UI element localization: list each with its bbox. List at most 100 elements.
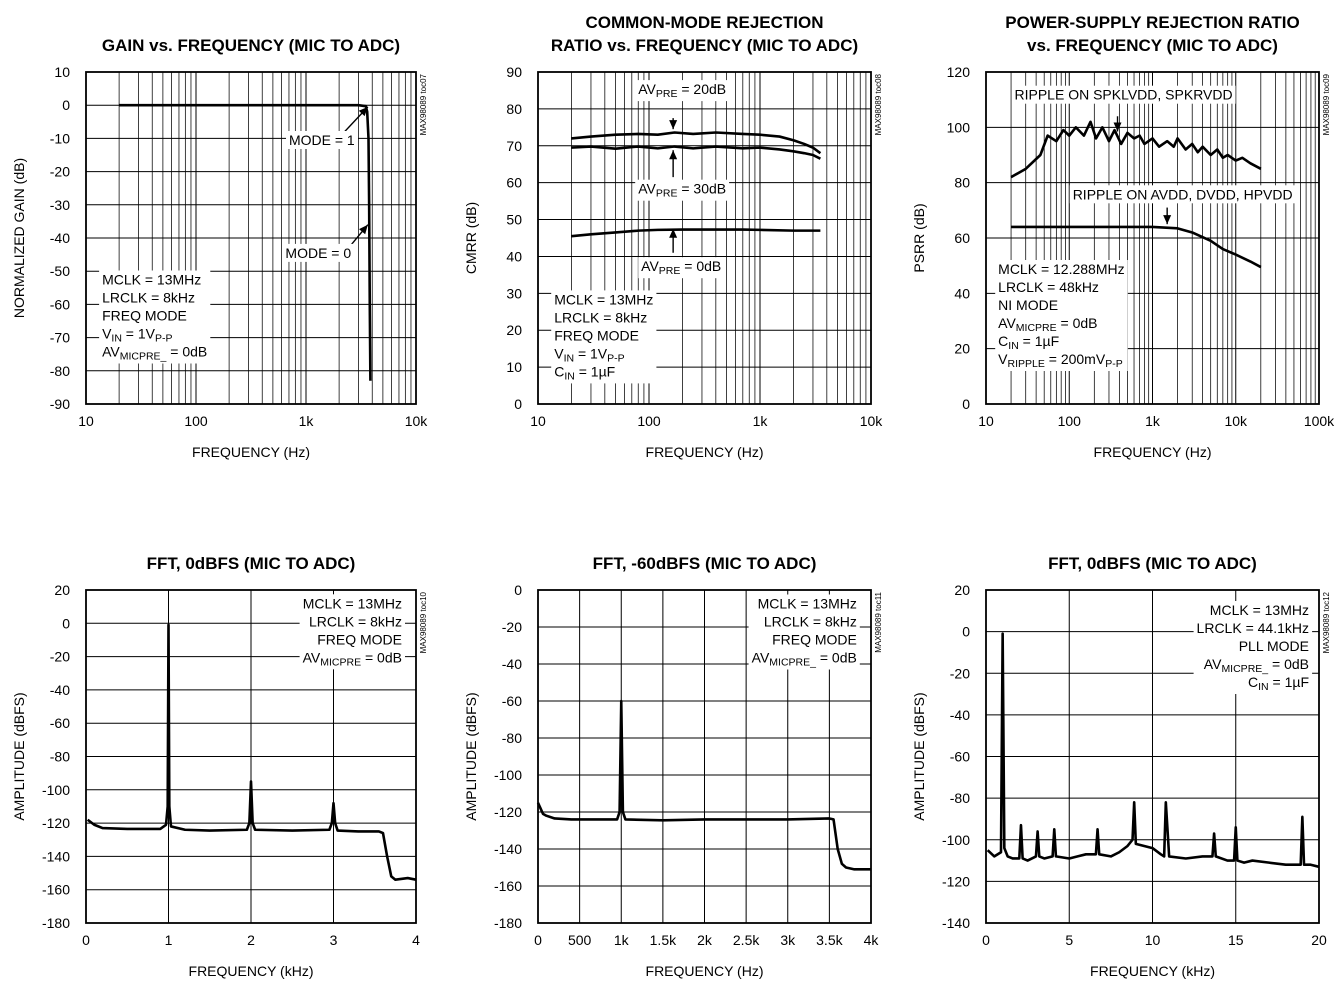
y-tick-label: 0 [962,396,970,412]
y-tick-label: -40 [950,707,970,723]
annotation-text: LRCLK = 44.1kHz [1197,620,1309,636]
plot-frame [85,589,417,924]
y-tick-label: -40 [50,230,70,246]
figure-code: MAX98089 toc07 [419,73,428,135]
x-tick-label: 10 [530,413,546,429]
plot-frame [985,589,1320,924]
annotation-text: AVMICPRE_ = 0dB [102,343,207,362]
y-tick-label: -80 [50,749,70,765]
x-axis-label: FREQUENCY (Hz) [192,444,310,460]
annotation-text: LRCLK = 8kHz [102,289,195,305]
y-tick-label: 20 [506,322,522,338]
x-tick-label: 3 [330,932,338,948]
plot-frame [985,71,1320,405]
annotation-text: CIN = 1µF [554,363,615,382]
y-tick-label: -160 [494,878,522,894]
figure-code: MAX98089 toc12 [1322,591,1331,653]
y-tick-label: 0 [962,624,970,640]
y-tick-label: -10 [50,130,70,146]
y-tick-label: -80 [502,730,522,746]
annotation: MODE = 0 [282,243,355,262]
x-tick-label: 1k [614,932,630,948]
x-tick-label: 2k [697,932,713,948]
x-tick-label: 1.5k [650,932,677,948]
y-tick-label: -80 [50,363,70,379]
annotation-text: MODE = 1 [289,132,355,148]
annotation: MCLK = 13MHz LRCLK = 8kHz FREQ MODE VIN = 1… [99,270,211,364]
x-tick-label: 4 [412,932,420,948]
annotation-arrow [1113,116,1122,132]
series-line [86,623,417,882]
annotation-text: RIPPLE ON SPKLVDD, SPKRVDD [1015,87,1233,103]
chart-title: FFT, 0dBFS (MIC TO ADC) [147,554,356,573]
x-tick-label: 1k [1145,413,1161,429]
x-tick-label: 3k [780,932,796,948]
x-tick-label: 100k [1304,413,1335,429]
annotation-text: MCLK = 13MHz [1210,602,1309,618]
annotation-text: AVMICPRE_ = 0dB [1204,656,1309,675]
chart-title: FFT, 0dBFS (MIC TO ADC) [1048,554,1257,573]
y-tick-label: 20 [954,582,970,598]
x-tick-label: 15 [1228,932,1244,948]
annotation-text: AVMICPRE_ = 0dB [752,650,857,669]
y-tick-label: 10 [506,359,522,375]
annotation-text: FREQ MODE [772,632,857,648]
annotation-text: MCLK = 12.288MHz [998,261,1124,277]
annotation: MCLK = 13MHz LRCLK = 8kHz FREQ MODE AVMICPR… [748,594,860,670]
annotation-text: LRCLK = 8kHz [309,613,402,629]
y-tick-label: 120 [947,64,971,80]
x-tick-label: 10 [78,413,94,429]
annotation-text: AVMICPRE = 0dB [303,649,402,668]
annotation-text: FREQ MODE [317,631,402,647]
annotation: RIPPLE ON AVDD, DVDD, HPVDD [1069,185,1296,204]
y-tick-label: -60 [502,693,522,709]
annotation-text: MCLK = 13MHz [758,596,857,612]
chart-title: vs. FREQUENCY (MIC TO ADC) [1027,36,1278,55]
x-tick-label: 10k [1224,413,1248,429]
y-tick-label: 60 [506,175,522,191]
chart-title: COMMON-MODE REJECTION [586,13,824,32]
series-line [536,699,871,871]
chart-title: GAIN vs. FREQUENCY (MIC TO ADC) [102,36,400,55]
x-tick-label: 10k [405,413,429,429]
y-tick-label: -180 [42,915,70,931]
y-tick-label: -20 [502,619,522,635]
annotation-text: CIN = 1µF [998,333,1059,352]
x-tick-label: 0 [982,932,990,948]
y-tick-label: -20 [50,164,70,180]
chart-toc12: 0 5 10 15 20 20 0 -20 -40 -60 -80 -100 -120 -140 FREQU… [911,554,1331,979]
y-tick-label: -180 [494,915,522,931]
x-tick-label: 20 [1311,932,1327,948]
x-tick-label: 4k [864,932,880,948]
annotation-text: LRCLK = 48kHz [998,279,1099,295]
y-tick-label: -60 [50,715,70,731]
annotation-text: MCLK = 13MHz [554,291,653,307]
x-tick-label: 100 [637,413,661,429]
x-tick-label: 10k [860,413,884,429]
y-tick-label: 0 [62,615,70,631]
x-axis-label: FREQUENCY (Hz) [646,963,764,979]
y-tick-label: 0 [514,582,522,598]
figure-code: MAX98089 toc08 [874,73,883,135]
y-tick-label: -70 [50,330,70,346]
annotation: MCLK = 13MHz LRCLK = 44.1kHz PLL MODE AVMIC… [1193,601,1313,694]
y-tick-label: -20 [950,665,970,681]
y-tick-label: 80 [954,175,970,191]
annotation-arrow [340,106,369,136]
chart-toc09: 10 100 1k 10k 100k 120 100 80 60 40 20 0 FREQUENCY (… [911,13,1335,460]
series-line [571,228,821,238]
y-tick-label: 20 [954,341,970,357]
x-tick-label: 100 [1058,413,1082,429]
annotation-text: LRCLK = 8kHz [554,309,647,325]
y-tick-label: 0 [62,97,70,113]
y-tick-label: 10 [54,64,70,80]
x-tick-label: 1 [165,932,173,948]
plot-frame [537,589,872,924]
x-axis-label: FREQUENCY (kHz) [1090,963,1215,979]
y-tick-label: -20 [50,649,70,665]
y-tick-label: -120 [942,873,970,889]
annotation-arrow [669,228,678,253]
y-tick-label: -30 [50,197,70,213]
